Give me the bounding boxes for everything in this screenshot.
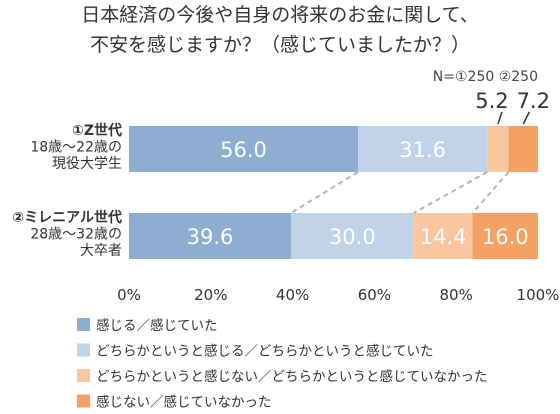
x-tick-label: 80% [440,286,473,304]
category-label: 28歳〜32歳の [30,227,122,243]
x-tick-label: 100% [517,286,560,304]
data-label: 14.4 [420,225,467,249]
legend-swatch [77,369,90,382]
legend-label: 感じない／感じていなかった [96,394,272,411]
sample-size-note: N=①250 ②250 [433,69,538,85]
connector-line [471,171,510,214]
connector-line [413,171,488,214]
legend-label: 感じる／感じていた [96,317,218,334]
legend-swatch [77,343,90,357]
category-label: ①Z世代 [72,122,122,139]
leader-line [522,111,530,125]
legend-swatch [77,394,90,408]
x-tick-label: 0% [117,286,141,304]
category-label: ②ミレニアル世代 [12,209,122,226]
category-label: 18歳〜22歳の [30,140,122,156]
data-label: 56.0 [220,138,267,162]
bar-segment [129,213,291,259]
data-label: 30.0 [329,225,376,249]
leader-line [497,111,503,125]
x-tick-label: 20% [194,286,227,304]
chart-title-line: 日本経済の今後や自身の将来のお金に関して、 [81,4,478,26]
bar-segment [290,213,414,259]
category-label: 大卒者 [80,243,122,259]
x-tick-label: 60% [358,286,391,304]
legend-swatch [77,318,90,331]
chart-title-line: 不安を感じますか？（感じていましたか？） [90,34,470,56]
bar-segment [358,126,488,172]
category-label: 現役大学生 [52,156,122,172]
data-label: 16.0 [482,225,529,249]
bar-segment [508,126,538,172]
bar-segment [129,126,359,172]
legend-label: どちらかというと感じる／どちらかというと感じていた [96,343,434,360]
data-label: 39.6 [187,225,234,249]
data-label: 31.6 [399,138,446,162]
x-tick-label: 40% [276,286,309,304]
bar-segment [413,213,473,259]
data-label: 5.2 [475,89,508,113]
data-label: 7.2 [517,89,550,113]
bar-segment [487,126,509,172]
bar-segment [472,213,538,259]
legend-label: どちらかというと感じない／どちらかというと感じていなかった [96,368,488,385]
connector-line [290,171,359,214]
